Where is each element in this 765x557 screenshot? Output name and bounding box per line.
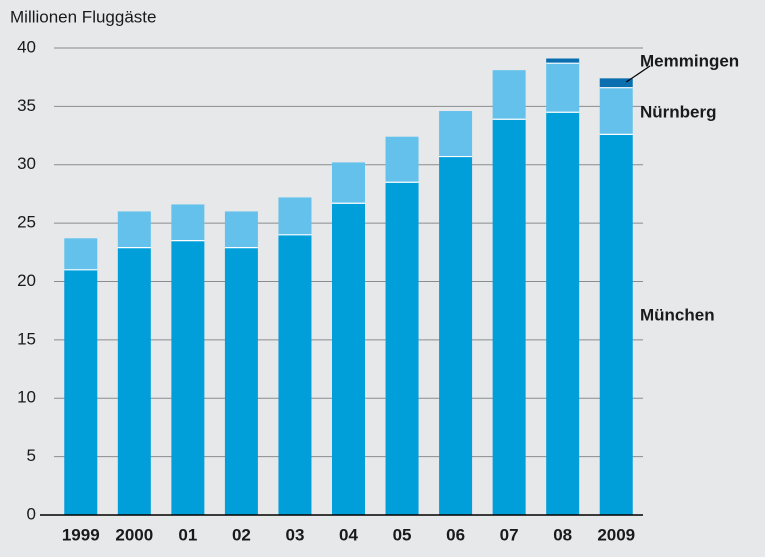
y-tick-label: 25 [17,213,36,232]
bar-segment [599,87,633,135]
y-tick-label: 10 [17,388,36,407]
bar-segment [224,211,258,248]
x-tick-label: 04 [339,525,358,544]
bar-segment [599,134,633,515]
bar-segment [117,211,151,248]
series-label: Nürnberg [640,102,717,121]
x-tick-label: 05 [393,525,412,544]
bar-segment [546,112,580,516]
y-tick-label: 40 [17,37,36,56]
bar-segment [439,111,473,157]
bar-segment [599,78,633,88]
y-tick-label: 15 [17,329,36,348]
y-tick-label: 35 [17,96,36,115]
bar-segment [385,182,419,515]
y-tick-label: 5 [27,446,36,465]
series-label: Memmingen [640,51,739,70]
x-tick-label: 06 [446,525,465,544]
bar-segment [64,269,98,515]
series-label: München [640,305,715,324]
bar-segment [546,63,580,113]
chart-title: Millionen Fluggäste [10,7,156,26]
bar-segment [492,119,526,515]
x-tick-label: 07 [500,525,519,544]
y-tick-label: 0 [27,504,36,523]
x-tick-label: 03 [285,525,304,544]
bar-segment [224,247,258,515]
leader-line [625,65,651,83]
x-tick-label: 08 [553,525,572,544]
bar-segment [64,238,98,270]
x-tick-label: 02 [232,525,251,544]
bar-segment [546,58,580,64]
x-tick-label: 01 [178,525,197,544]
bar-segment [439,156,473,515]
x-tick-label: 1999 [62,525,100,544]
x-tick-label: 2009 [597,525,635,544]
y-tick-label: 30 [17,154,36,173]
bar-segment [171,204,205,241]
x-tick-label: 2000 [115,525,153,544]
bar-segment [171,240,205,515]
bar-segment [278,197,312,235]
bar-segment [492,70,526,120]
y-tick-label: 20 [17,271,36,290]
bar-segment [117,247,151,515]
bar-segment [332,162,365,204]
bar-segment [385,136,419,183]
bar-segment [278,234,312,516]
bar-segment [332,203,365,515]
